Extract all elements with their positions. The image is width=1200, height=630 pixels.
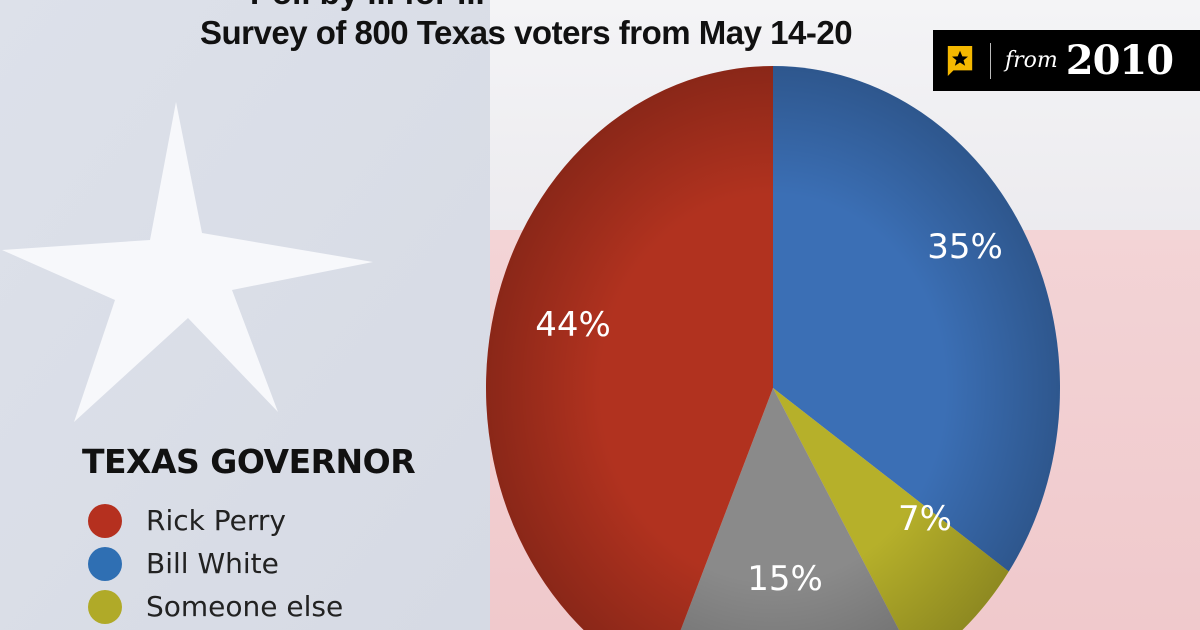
badge-divider bbox=[990, 42, 991, 79]
star-bookmark-icon bbox=[947, 45, 973, 76]
legend-item-rick-perry: Rick Perry bbox=[82, 499, 415, 542]
flag-star-icon bbox=[2, 102, 373, 422]
legend-dot-icon bbox=[88, 503, 122, 538]
slice-percent-label: 15% bbox=[747, 559, 823, 599]
slice-percent-label: 35% bbox=[927, 227, 1003, 267]
legend-title: TEXAS GOVERNOR bbox=[82, 442, 416, 481]
legend-label: Rick Perry bbox=[146, 504, 286, 537]
badge-from-label: from bbox=[1005, 48, 1058, 73]
legend-label: Someone else bbox=[146, 590, 344, 623]
legend-dot-icon bbox=[88, 546, 122, 581]
legend-item-someone-else: Someone else bbox=[82, 585, 415, 628]
chart-title-partial: Poll by ... for ... bbox=[250, 0, 485, 12]
legend-item-bill-white: Bill White bbox=[82, 542, 415, 585]
chart-title: Survey of 800 Texas voters from May 14-2… bbox=[200, 14, 853, 51]
from-year-badge: from 2010 bbox=[933, 30, 1200, 91]
legend: TEXAS GOVERNOR Rick Perry Bill White Som… bbox=[82, 442, 416, 628]
badge-year: 2010 bbox=[1065, 37, 1174, 84]
slice-percent-label: 44% bbox=[535, 305, 611, 345]
slice-percent-label: 7% bbox=[898, 499, 952, 539]
legend-label: Bill White bbox=[146, 547, 279, 580]
legend-dot-icon bbox=[88, 589, 122, 624]
